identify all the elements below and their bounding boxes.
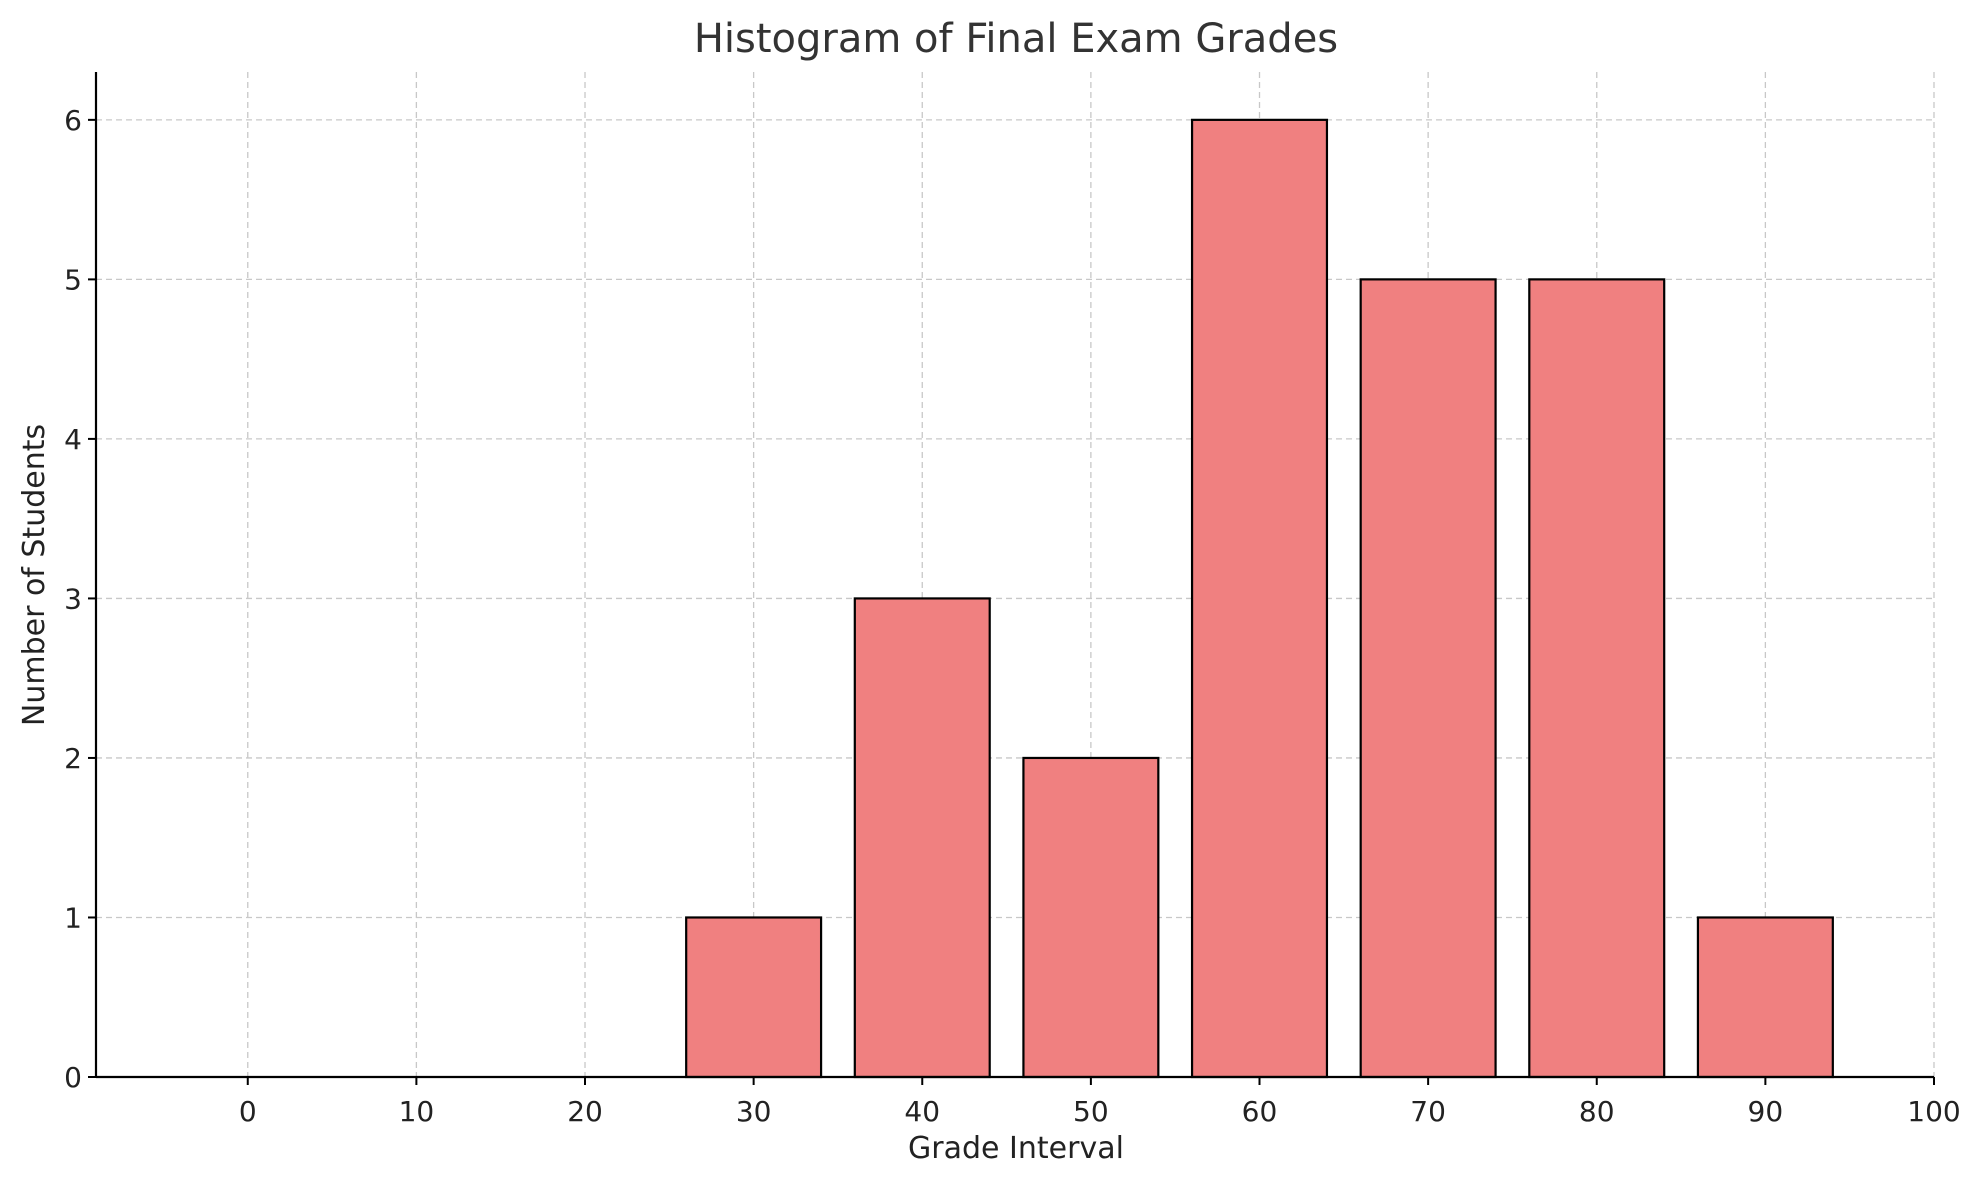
x-tick-label: 90	[1748, 1095, 1784, 1128]
bar-80	[1528, 278, 1666, 1079]
bar-60	[1190, 118, 1329, 1079]
bar-50	[1022, 756, 1160, 1079]
y-tick-label: 3	[64, 582, 82, 615]
chart-title: Histogram of Final Exam Grades	[694, 16, 1338, 62]
y-tick-label: 5	[64, 263, 82, 296]
y-axis-label: Number of Students	[17, 424, 52, 726]
bar-90	[1696, 916, 1834, 1079]
x-tick-label: 100	[1907, 1095, 1960, 1128]
y-tick-label: 1	[64, 901, 82, 934]
x-tick-label: 0	[239, 1095, 257, 1128]
x-tick-label: 70	[1410, 1095, 1446, 1128]
tick-labels: 0 10 20 30 40 50 60 70 80 90 100 0 1 2 3 4 5 6	[64, 104, 1961, 1128]
bar-70	[1359, 278, 1497, 1079]
bars	[685, 118, 1834, 1079]
bar-40	[853, 597, 991, 1079]
x-tick-label: 80	[1579, 1095, 1615, 1128]
x-tick-label: 10	[399, 1095, 435, 1128]
x-tick-label: 60	[1242, 1095, 1278, 1128]
y-tick-label: 0	[64, 1061, 82, 1094]
bar-30	[685, 916, 823, 1079]
x-axis-label: Grade Interval	[908, 1131, 1124, 1166]
y-tick-label: 4	[64, 423, 82, 456]
axes	[88, 72, 1935, 1085]
y-tick-label: 6	[64, 104, 82, 137]
x-tick-label: 30	[736, 1095, 772, 1128]
x-tick-label: 20	[567, 1095, 603, 1128]
y-tick-label: 2	[64, 742, 82, 775]
x-tick-label: 40	[904, 1095, 940, 1128]
x-tick-label: 50	[1073, 1095, 1109, 1128]
